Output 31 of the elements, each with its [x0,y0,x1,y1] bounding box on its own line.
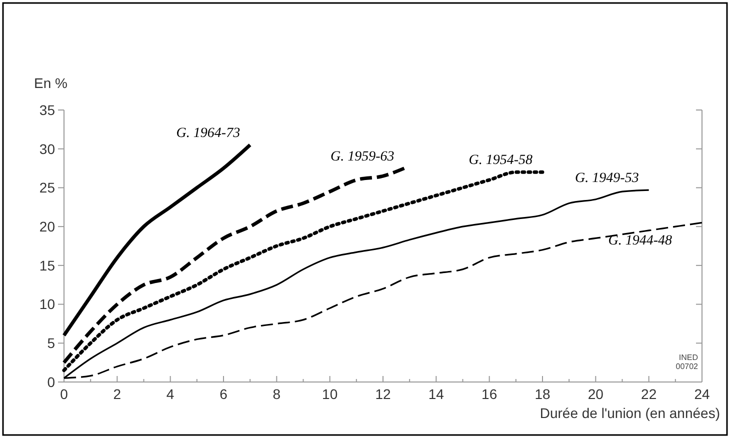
series-label: G. 1964-73 [176,126,240,141]
series-label: G. 1954-58 [468,153,532,168]
y-tick-label: 20 [39,218,56,234]
y-tick-label: 30 [39,140,56,157]
x-tick-label: 22 [641,386,657,402]
x-tick-label: 2 [113,386,122,402]
y-tick-label: 0 [47,374,56,390]
x-tick-label: 12 [375,386,391,402]
x-tick-label: 4 [166,386,174,402]
x-tick-label: 8 [272,386,281,402]
line-series [62,170,544,372]
line-series [62,143,252,338]
series-label: G. 1959-63 [330,149,394,164]
x-tick-label: 0 [60,386,68,402]
x-tick-label: 16 [482,386,498,402]
y-tick-label: 25 [39,180,56,196]
y-tick-label: 5 [47,335,56,352]
line-series [62,166,406,364]
x-tick-label: 14 [428,386,444,402]
x-tick-label: 20 [588,386,604,402]
x-tick-label: 18 [534,386,550,402]
x-tick-label: 10 [322,386,338,402]
y-tick-label: 10 [39,296,56,312]
series-label: G. 1949-53 [575,171,639,186]
y-tick-label: 35 [39,102,56,118]
x-tick-label: 24 [694,386,710,402]
y-tick-label: 15 [39,257,56,274]
x-tick-label: 6 [220,386,228,402]
y-axis-title: En % [34,75,68,91]
annotation: INED 00702 [676,353,699,371]
x-axis-title: Durée de l'union (en années) [540,405,720,421]
